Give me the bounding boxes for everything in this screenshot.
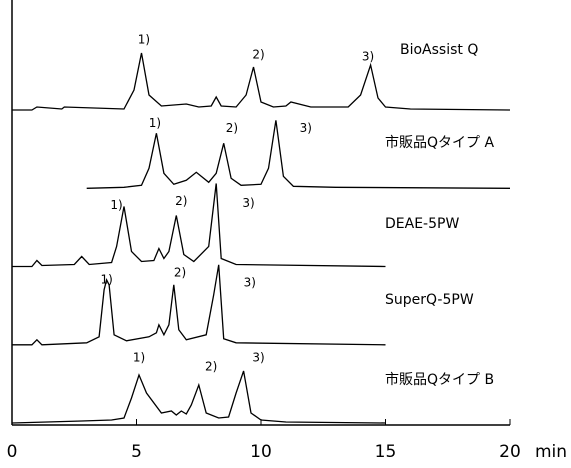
series-name: 市販品Qタイプ B <box>385 371 494 388</box>
x-tick-label: 5 <box>131 442 142 462</box>
peak-label: 3) <box>244 275 256 289</box>
x-axis-label: min <box>535 442 567 462</box>
x-tick-label: 10 <box>250 442 272 462</box>
series-name: 市販品Qタイプ A <box>385 134 494 151</box>
peak-label: 2) <box>252 48 264 62</box>
peak-label: 2) <box>205 360 217 374</box>
peak-label: 1) <box>100 272 112 286</box>
peak-label: 3) <box>242 196 254 210</box>
trace <box>11 370 386 424</box>
trace <box>12 183 386 268</box>
peak-label: 1) <box>110 198 122 212</box>
x-tick-label: 20 <box>499 442 521 462</box>
peak-label: 3) <box>362 50 374 64</box>
peak-label: 2) <box>174 265 186 279</box>
trace <box>12 264 386 346</box>
peak-label: 1) <box>149 116 161 130</box>
series-name: BioAssist Q <box>400 42 478 58</box>
peak-label: 3) <box>252 351 264 365</box>
x-tick-label: 0 <box>7 442 18 462</box>
trace <box>12 52 511 111</box>
series-name: SuperQ-5PW <box>385 292 474 308</box>
peak-label: 1) <box>133 351 145 365</box>
peak-label: 2) <box>175 194 187 208</box>
series-name: DEAE-5PW <box>385 216 459 232</box>
x-tick-label: 15 <box>375 442 397 462</box>
peak-label: 1) <box>138 33 150 47</box>
trace <box>86 120 511 189</box>
peak-label: 3) <box>300 121 312 135</box>
peak-label: 2) <box>226 121 238 135</box>
